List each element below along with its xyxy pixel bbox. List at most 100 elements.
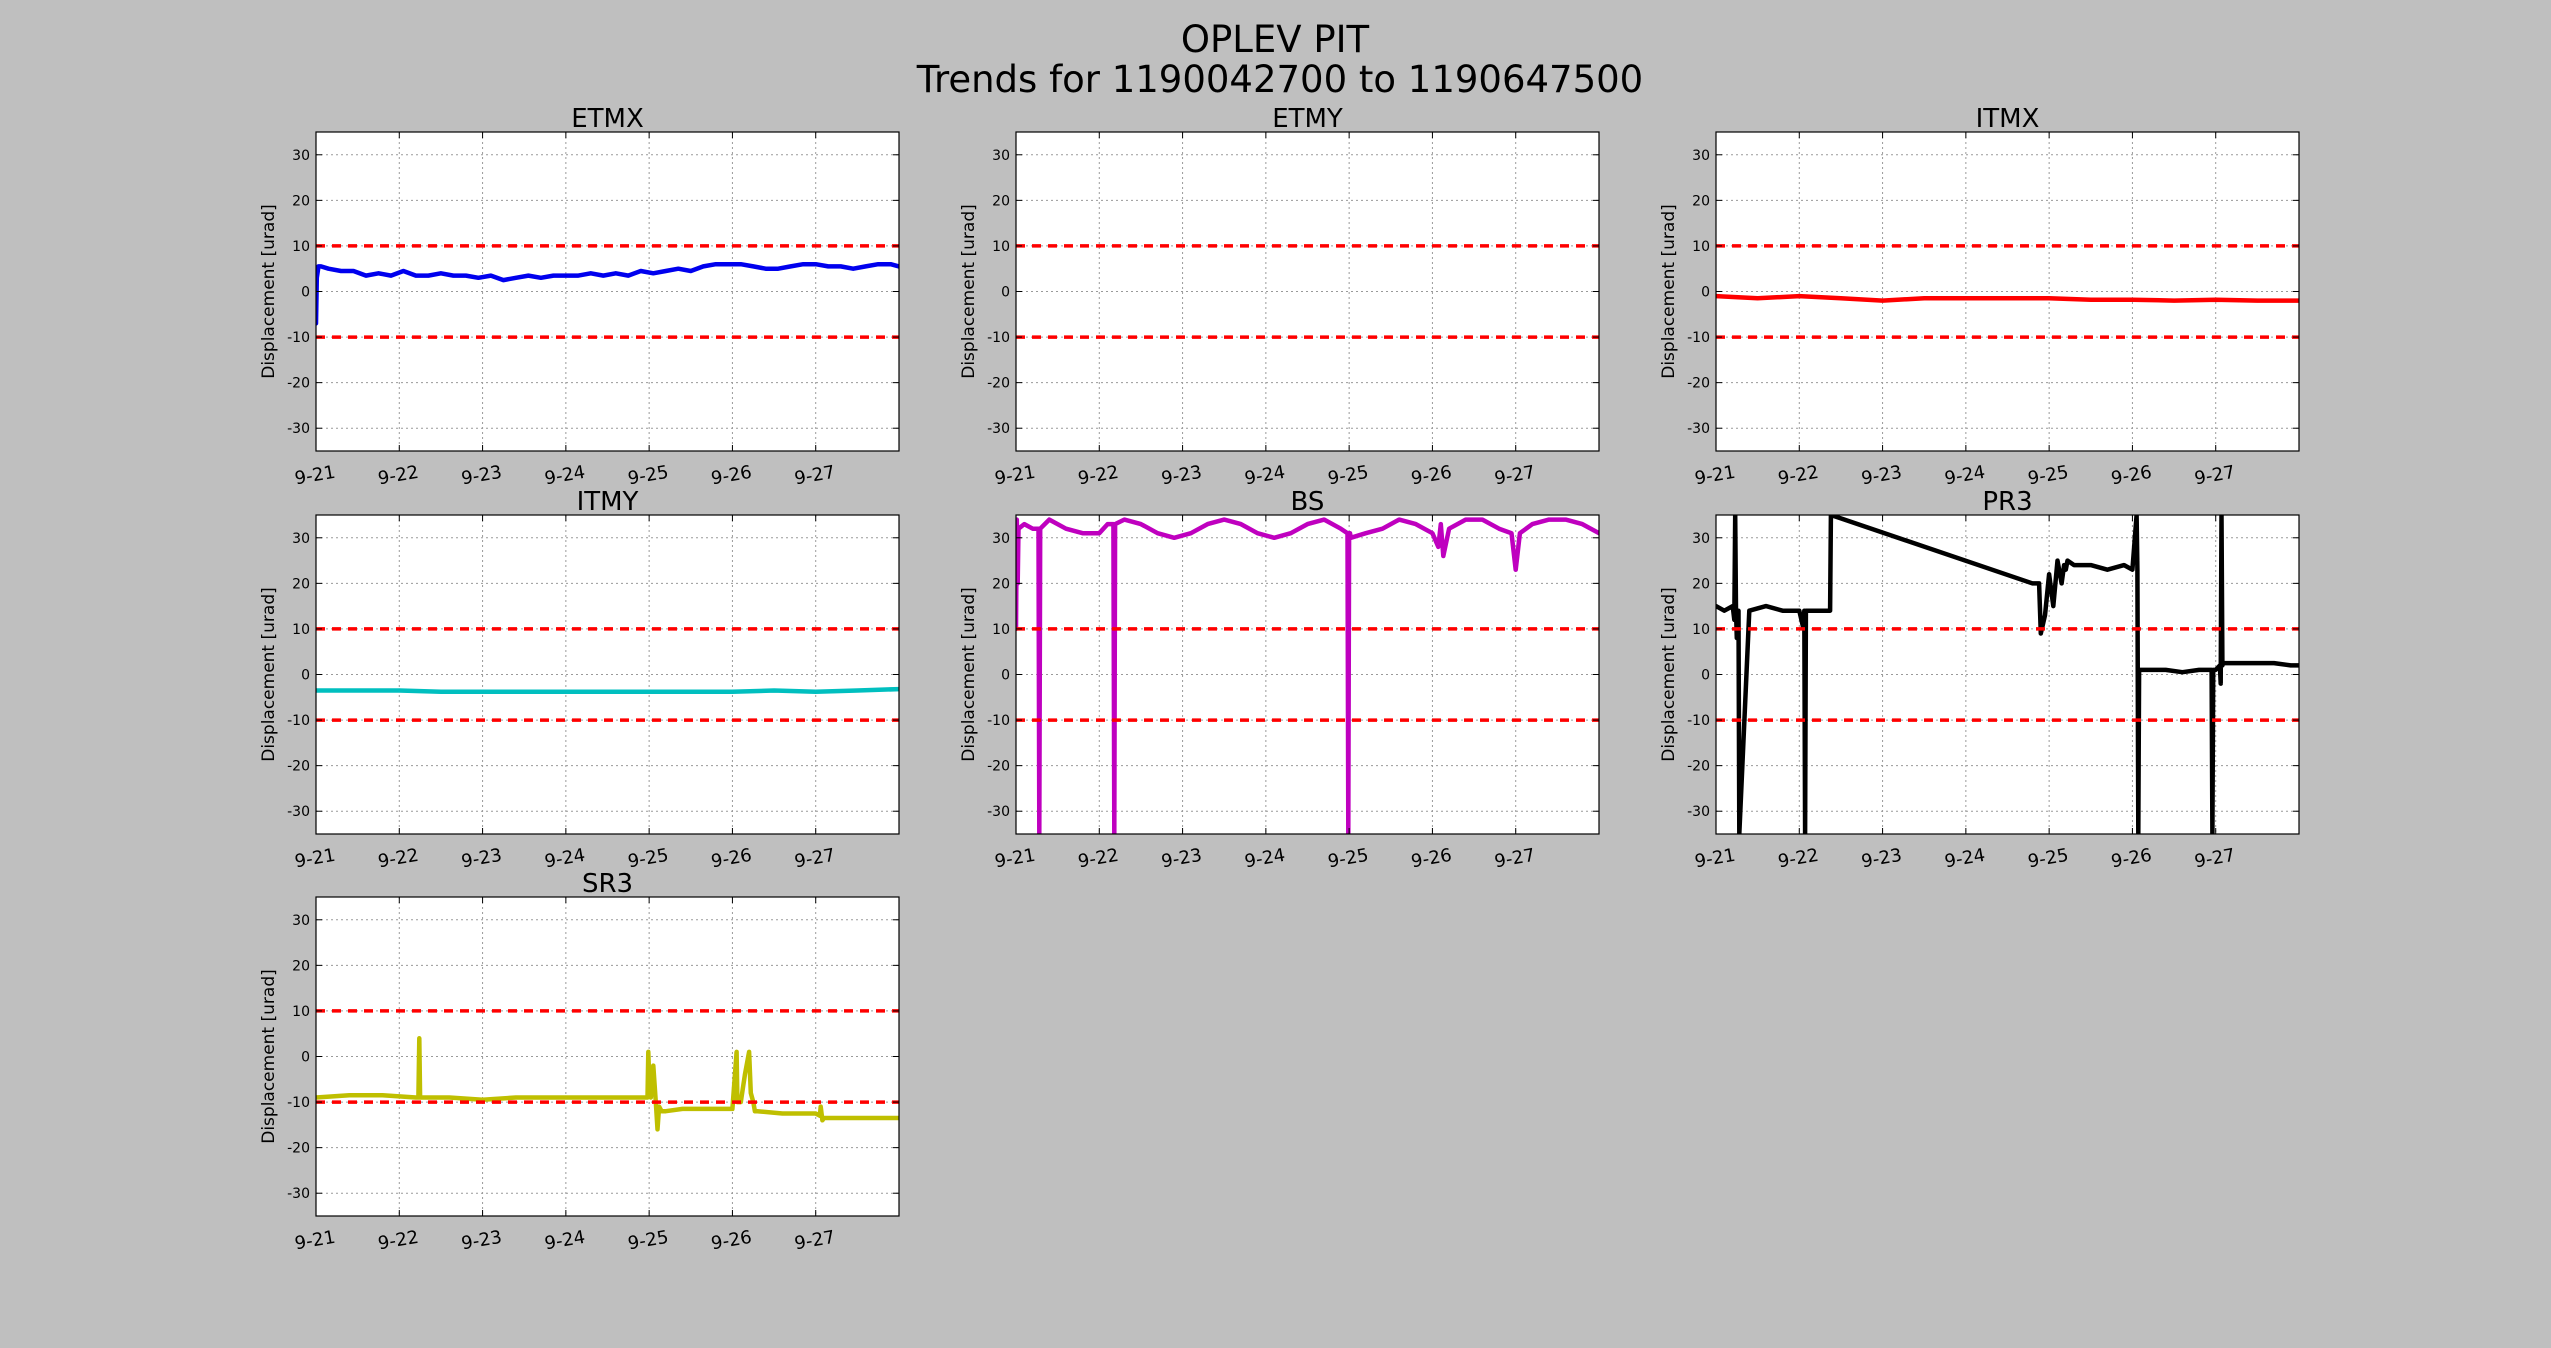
y-tick-label: 30 — [292, 913, 310, 929]
y-axis-label: Displacement [urad] — [1659, 204, 1679, 379]
x-tick-label: 9-26 — [710, 1227, 754, 1255]
series-line — [316, 686, 899, 695]
x-tick-label: 9-21 — [1693, 845, 1737, 873]
x-tick-label: 9-21 — [993, 462, 1037, 490]
series-line — [1716, 293, 2299, 303]
y-axis-label: Displacement [urad] — [259, 969, 279, 1144]
x-tick-label: 9-24 — [543, 845, 587, 873]
y-tick-label: -10 — [287, 330, 310, 346]
y-tick-label: 30 — [992, 531, 1010, 547]
y-tick-label: 30 — [992, 148, 1010, 164]
y-axis-label: Displacement [urad] — [959, 204, 979, 379]
x-tick-label: 9-21 — [993, 845, 1037, 873]
y-tick-label: -30 — [1687, 804, 1710, 820]
y-tick-label: 0 — [1001, 285, 1010, 301]
series-group — [316, 1009, 899, 1132]
x-tick-label: 9-27 — [2193, 462, 2237, 490]
series-group — [1016, 517, 1599, 834]
x-tick-label: 9-24 — [1243, 462, 1287, 490]
series-group — [1716, 515, 2299, 834]
y-tick-label: 0 — [1701, 668, 1710, 684]
y-tick-label: 20 — [1692, 576, 1710, 592]
panels-grid: -30 -20 -10 0 10 20 30 9-21 9-22 9-23 9-24 9-25 9-26… — [259, 104, 2300, 1255]
y-tick-label: 0 — [1701, 285, 1710, 301]
x-tick-label: 9-27 — [793, 462, 837, 490]
chart-title: ETMY — [1272, 104, 1343, 134]
chart-title: BS — [1291, 487, 1325, 517]
x-tick-label: 9-22 — [376, 462, 420, 490]
y-tick-label: 20 — [292, 958, 310, 974]
x-tick-label: 9-24 — [1243, 845, 1287, 873]
y-tick-label: 10 — [292, 239, 310, 255]
y-tick-label: -10 — [987, 713, 1010, 729]
x-tick-label: 9-26 — [710, 845, 754, 873]
y-tick-label: -30 — [287, 1186, 310, 1202]
y-tick-label: 0 — [301, 668, 310, 684]
y-tick-label: -20 — [287, 759, 310, 775]
y-tick-label: 10 — [1692, 622, 1710, 638]
chart-title: PR3 — [1982, 487, 2032, 517]
series-line — [1016, 517, 1599, 834]
y-tick-label: -30 — [287, 421, 310, 437]
y-axis-label: Displacement [urad] — [959, 587, 979, 762]
y-tick-label: -30 — [987, 421, 1010, 437]
x-tick-label: 9-23 — [460, 462, 504, 490]
y-tick-label: -30 — [287, 804, 310, 820]
series-line — [316, 261, 899, 326]
y-tick-label: 0 — [301, 285, 310, 301]
figure-title: OPLEV PIT — [1181, 18, 1370, 61]
x-tick-label: 9-23 — [460, 845, 504, 873]
y-tick-label: -20 — [987, 376, 1010, 392]
y-tick-label: 20 — [992, 193, 1010, 209]
x-tick-label: 9-21 — [1693, 462, 1737, 490]
x-tick-label: 9-22 — [376, 1227, 420, 1255]
y-tick-label: 10 — [992, 239, 1010, 255]
x-tick-label: 9-22 — [1776, 845, 1820, 873]
x-tick-label: 9-21 — [293, 1227, 337, 1255]
y-axis-label: Displacement [urad] — [259, 587, 279, 762]
series-group — [316, 244, 899, 339]
x-tick-label: 9-25 — [626, 1227, 670, 1255]
x-tick-label: 9-23 — [1860, 462, 1904, 490]
x-tick-label: 9-26 — [710, 462, 754, 490]
y-tick-label: -20 — [987, 759, 1010, 775]
x-tick-label: 9-22 — [1076, 462, 1120, 490]
y-tick-label: 10 — [292, 1004, 310, 1020]
chart-title: ITMX — [1976, 104, 2040, 134]
x-tick-label: 9-21 — [293, 462, 337, 490]
figure-subtitle: Trends for 1190042700 to 1190647500 — [916, 58, 1643, 101]
series-line — [1716, 515, 2299, 834]
y-tick-label: -30 — [987, 804, 1010, 820]
chart-panel: -30 -20 -10 0 10 20 30 9-21 9-22 9-23 9-24 9-25 9-26… — [259, 869, 900, 1255]
chart-panel: -30 -20 -10 0 10 20 30 9-21 9-22 9-23 9-24 9-25 9-26… — [259, 104, 900, 490]
y-tick-label: -30 — [1687, 421, 1710, 437]
x-tick-label: 9-23 — [1160, 845, 1204, 873]
series-group — [316, 627, 899, 722]
y-tick-label: -20 — [287, 1141, 310, 1157]
series-group — [1716, 244, 2299, 339]
x-tick-label: 9-27 — [1493, 845, 1537, 873]
x-tick-label: 9-24 — [1943, 462, 1987, 490]
chart-panel: -30 -20 -10 0 10 20 30 9-21 9-22 9-23 9-24 9-25 9-26… — [959, 104, 1600, 490]
x-tick-label: 9-22 — [376, 845, 420, 873]
y-tick-label: -10 — [987, 330, 1010, 346]
x-tick-label: 9-21 — [293, 845, 337, 873]
y-tick-label: 30 — [292, 531, 310, 547]
chart-title: SR3 — [582, 869, 633, 899]
y-tick-label: 30 — [292, 148, 310, 164]
y-tick-label: -20 — [287, 376, 310, 392]
y-tick-label: 10 — [292, 622, 310, 638]
x-tick-label: 9-27 — [2193, 845, 2237, 873]
x-tick-label: 9-27 — [1493, 462, 1537, 490]
x-tick-label: 9-23 — [460, 1227, 504, 1255]
y-axis-label: Displacement [urad] — [1659, 587, 1679, 762]
y-tick-label: -20 — [1687, 759, 1710, 775]
x-tick-label: 9-25 — [2026, 462, 2070, 490]
y-tick-label: -10 — [287, 1095, 310, 1111]
x-tick-label: 9-26 — [1410, 845, 1454, 873]
x-tick-label: 9-24 — [543, 462, 587, 490]
y-tick-label: 0 — [301, 1050, 310, 1066]
x-tick-label: 9-23 — [1160, 462, 1204, 490]
y-tick-label: 20 — [292, 576, 310, 592]
